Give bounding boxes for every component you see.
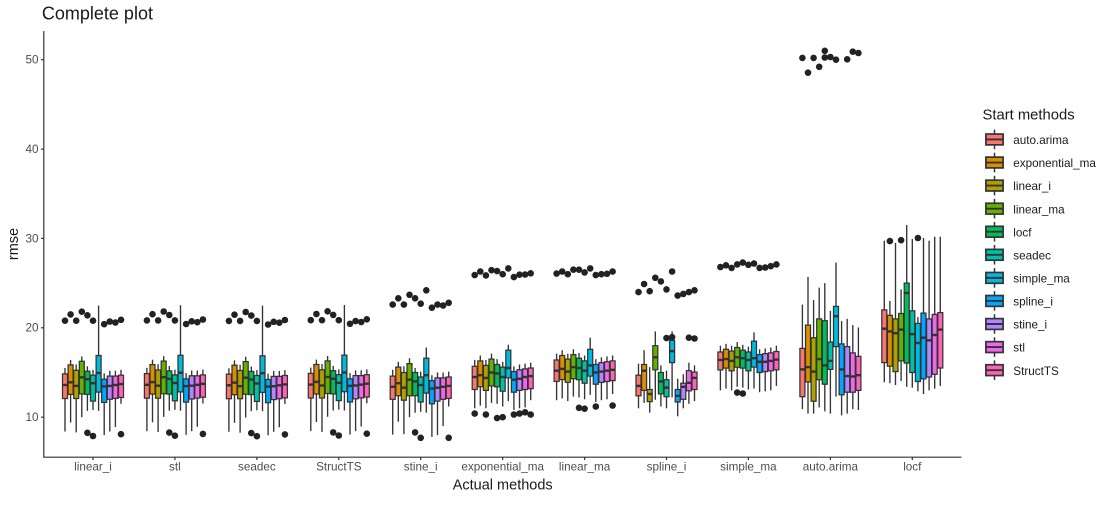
svg-text:stl: stl — [169, 461, 181, 474]
svg-text:40: 40 — [25, 143, 39, 156]
svg-text:auto.arima: auto.arima — [1013, 134, 1069, 147]
svg-text:linear_ma: linear_ma — [559, 461, 611, 474]
svg-text:auto.arima: auto.arima — [803, 461, 859, 474]
svg-text:stine_i: stine_i — [404, 461, 438, 474]
svg-text:StructTS: StructTS — [1013, 365, 1059, 378]
svg-text:linear_ma: linear_ma — [1013, 203, 1065, 216]
svg-text:Complete plot: Complete plot — [42, 4, 153, 24]
svg-text:stl: stl — [1013, 342, 1025, 355]
svg-text:exponential_ma: exponential_ma — [461, 461, 544, 474]
svg-text:Actual methods: Actual methods — [453, 478, 553, 494]
svg-text:linear_i: linear_i — [74, 461, 112, 474]
svg-text:seadec: seadec — [238, 461, 276, 474]
svg-text:rmse: rmse — [6, 228, 22, 260]
svg-text:simple_ma: simple_ma — [1013, 273, 1070, 286]
svg-text:simple_ma: simple_ma — [720, 461, 777, 474]
svg-text:StructTS: StructTS — [316, 461, 362, 474]
svg-text:locf: locf — [1013, 226, 1032, 239]
svg-text:linear_i: linear_i — [1013, 180, 1051, 193]
svg-text:exponential_ma: exponential_ma — [1013, 157, 1096, 170]
svg-text:seadec: seadec — [1013, 249, 1051, 262]
svg-text:Start methods: Start methods — [983, 107, 1075, 123]
svg-text:spline_i: spline_i — [647, 461, 687, 474]
svg-text:10: 10 — [25, 411, 39, 424]
svg-text:20: 20 — [25, 322, 39, 335]
svg-text:30: 30 — [25, 232, 39, 245]
svg-text:stine_i: stine_i — [1013, 319, 1047, 332]
svg-text:spline_i: spline_i — [1013, 296, 1053, 309]
svg-text:locf: locf — [903, 461, 922, 474]
svg-text:50: 50 — [25, 54, 39, 67]
